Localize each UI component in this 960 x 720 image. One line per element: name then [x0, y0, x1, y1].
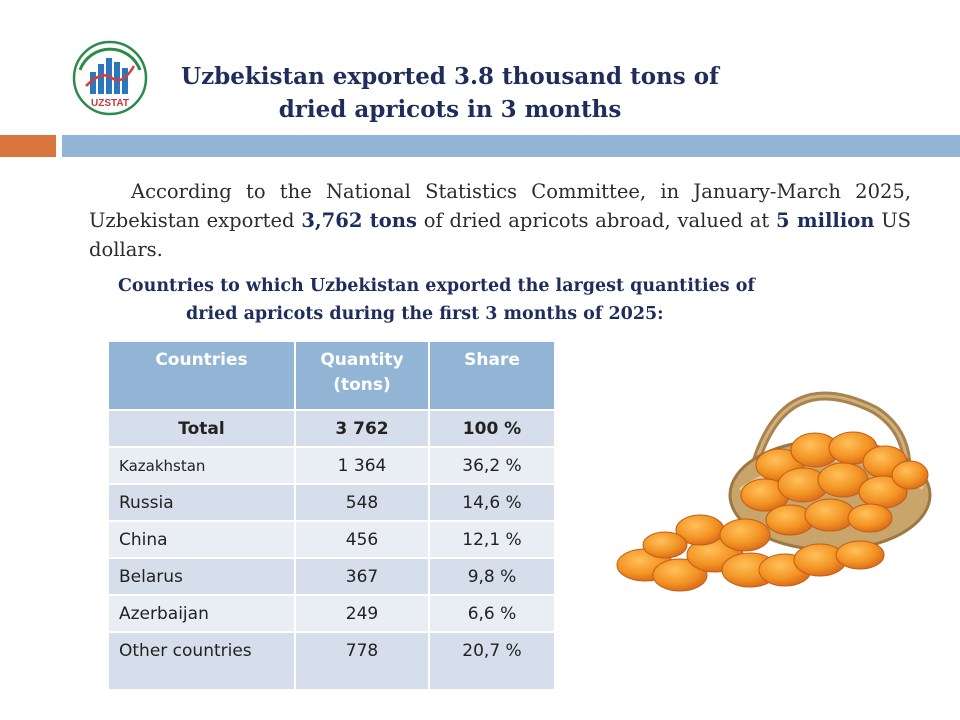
cell-quantity: 367 — [295, 558, 430, 596]
table-header-row: Countries Quantity (tons) Share — [109, 342, 556, 411]
cell-share: 36,2 % — [429, 447, 556, 485]
table-row-total: Total 3 762 100 % — [109, 410, 556, 448]
table-row: Belarus 367 9,8 % — [109, 558, 556, 596]
header-countries: Countries — [109, 342, 296, 411]
uzstat-logo: UZSTAT — [72, 40, 148, 116]
cell-country: Belarus — [109, 558, 296, 596]
table-caption: Countries to which Uzbekistan exported t… — [118, 272, 808, 328]
cell-share: 14,6 % — [429, 484, 556, 522]
exports-table: Countries Quantity (tons) Share Total 3 … — [109, 342, 556, 691]
cell-share: 20,7 % — [429, 632, 556, 691]
cell-quantity: 778 — [295, 632, 430, 691]
caption-line-1: Countries to which Uzbekistan exported t… — [118, 276, 755, 296]
table-row: Kazakhstan 1 364 36,2 % — [109, 447, 556, 485]
accent-bar-blue — [62, 135, 960, 157]
cell-quantity: 1 364 — [295, 447, 430, 485]
cell-country: China — [109, 521, 296, 559]
table-row: Azerbaijan 249 6,6 % — [109, 595, 556, 633]
cell-share: 12,1 % — [429, 521, 556, 559]
cell-share: 100 % — [429, 410, 556, 448]
cell-quantity: 249 — [295, 595, 430, 633]
cell-country: Other countries — [109, 632, 296, 691]
cell-quantity: 548 — [295, 484, 430, 522]
dried-apricots-image — [616, 391, 932, 592]
intro-text-2: of dried apricots abroad, valued at — [416, 209, 777, 232]
table-row: China 456 12,1 % — [109, 521, 556, 559]
intro-paragraph: According to the National Statistics Com… — [89, 177, 911, 264]
cell-quantity: 456 — [295, 521, 430, 559]
cell-quantity: 3 762 — [295, 410, 430, 448]
cell-country: Russia — [109, 484, 296, 522]
cell-share: 6,6 % — [429, 595, 556, 633]
cell-country: Total — [109, 410, 296, 448]
cell-country: Kazakhstan — [109, 447, 296, 485]
table-row: Russia 548 14,6 % — [109, 484, 556, 522]
cell-country: Azerbaijan — [109, 595, 296, 633]
accent-bar-orange — [0, 135, 56, 157]
page-title: Uzbekistan exported 3.8 thousand tons of… — [181, 63, 719, 123]
logo-text: UZSTAT — [91, 98, 129, 109]
caption-line-2: dried apricots during the first 3 months… — [186, 304, 664, 324]
header-share: Share — [429, 342, 556, 411]
table-row: Other countries 778 20,7 % — [109, 632, 556, 691]
intro-value: 5 million — [776, 209, 875, 232]
cell-share: 9,8 % — [429, 558, 556, 596]
intro-text-3: US dollars. — [89, 209, 911, 261]
header-quantity: Quantity (tons) — [295, 342, 430, 411]
intro-text-1: According to the National Statistics Com… — [89, 180, 911, 232]
intro-amount: 3,762 tons — [301, 209, 417, 232]
